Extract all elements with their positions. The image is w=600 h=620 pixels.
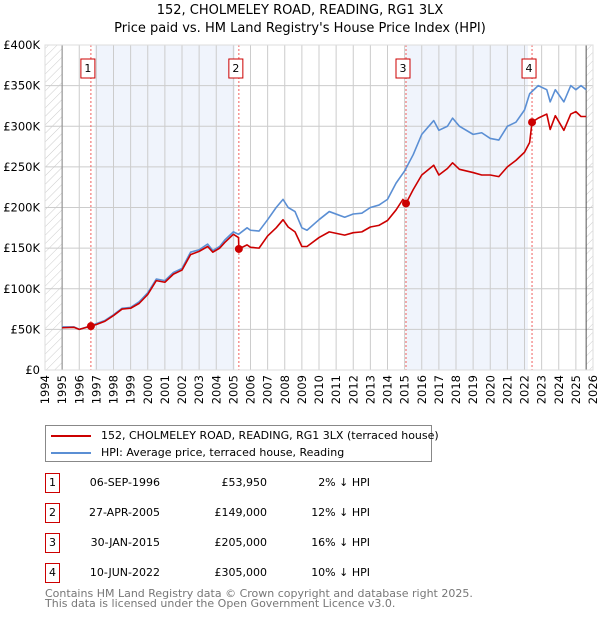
sale-label-box	[228, 58, 244, 79]
x-tick-label: 2010	[312, 375, 326, 404]
transaction-date: 10-JUN-2022	[89, 566, 160, 579]
transaction-row: 2 27-APR-2005 £149,000 12% ↓ HPI	[45, 503, 405, 523]
x-tick-label: 2013	[363, 375, 377, 404]
x-tick-label: 2022	[518, 375, 532, 404]
x-tick-label: 2004	[209, 375, 223, 404]
x-tick-label: 1994	[38, 375, 52, 404]
y-tick-label: £100K	[3, 282, 40, 296]
price-paid-line	[62, 110, 587, 331]
sale-label-number: 2	[232, 62, 239, 75]
chart-title: 152, CHOLMELEY ROAD, READING, RG1 3LX Pr…	[0, 2, 600, 38]
x-tick-label: 2021	[500, 375, 514, 404]
x-tick-label: 2014	[381, 375, 395, 404]
legend: 152, CHOLMELEY ROAD, READING, RG1 3LX (t…	[45, 425, 439, 462]
transaction-price: £305,000	[214, 566, 268, 579]
footer-copyright: Contains HM Land Registry data © Crown c…	[45, 587, 473, 600]
sale-label-number: 4	[526, 62, 533, 75]
y-tick-label: £250K	[3, 160, 40, 174]
price-chart: 1994 1995 1996 1997 1998 1999 2000 2001 2002 2003…	[3, 38, 600, 404]
plot-border	[44, 44, 594, 371]
x-tick-label: 2025	[569, 375, 583, 404]
sale-label-number: 3	[399, 62, 406, 75]
hpi-line	[62, 84, 587, 331]
x-tick-label: 2024	[552, 375, 566, 404]
legend-label: HPI: Average price, terraced house, Read…	[101, 446, 345, 459]
y-tick-label: £50K	[11, 322, 41, 336]
y-tick-label: £0	[25, 363, 40, 377]
x-tick-label: 1997	[89, 375, 103, 404]
sale-marker	[86, 322, 95, 331]
sale-label-box	[80, 58, 96, 79]
x-tick-label: 2000	[141, 375, 155, 404]
legend-line-blue	[51, 452, 91, 454]
sale-label-box	[395, 58, 411, 79]
x-tick-label: 1996	[72, 375, 86, 404]
x-tick-label: 2018	[449, 375, 463, 404]
transaction-hpi-diff: 2% ↓ HPI	[318, 476, 370, 489]
x-tick-label: 2026	[586, 375, 600, 404]
transaction-hpi-diff: 10% ↓ HPI	[311, 566, 370, 579]
x-tick-label: 2008	[278, 375, 292, 404]
footer: Contains HM Land Registry data © Crown c…	[45, 587, 473, 610]
x-tick-label: 2005	[226, 375, 240, 404]
x-tick-label: 2023	[535, 375, 549, 404]
x-tick-label: 2020	[483, 375, 497, 404]
x-tick-label: 2011	[329, 375, 343, 404]
sale-marker	[528, 118, 537, 127]
transaction-price: £53,950	[221, 476, 268, 489]
transaction-row: 4 10-JUN-2022 £305,000 10% ↓ HPI	[45, 563, 405, 583]
transaction-number-badge: 3	[45, 533, 60, 553]
x-tick-label: 2012	[346, 375, 360, 404]
transaction-date: 06-SEP-1996	[89, 476, 160, 489]
y-tick-label: £200K	[3, 201, 40, 215]
x-tick-label: 2019	[466, 375, 480, 404]
legend-label: 152, CHOLMELEY ROAD, READING, RG1 3LX (t…	[101, 429, 439, 442]
x-tick-label: 2015	[398, 375, 412, 404]
y-tick-label: £300K	[3, 119, 40, 133]
x-tick-label: 2009	[295, 375, 309, 404]
x-tick-label: 1998	[107, 375, 121, 404]
legend-line-red	[51, 435, 91, 437]
transaction-row: 1 06-SEP-1996 £53,950 2% ↓ HPI	[45, 473, 405, 493]
footer-licence: This data is licensed under the Open Gov…	[45, 597, 396, 610]
x-tick-label: 2001	[158, 375, 172, 404]
x-tick-label: 2006	[244, 375, 258, 404]
transaction-number-badge: 1	[45, 473, 60, 493]
transaction-hpi-diff: 16% ↓ HPI	[311, 536, 370, 549]
y-tick-label: £400K	[3, 38, 40, 52]
y-tick-label: £350K	[3, 79, 40, 93]
title-line-2: Price paid vs. HM Land Registry's House …	[114, 21, 486, 36]
x-tick-label: 2007	[261, 375, 275, 404]
transaction-number-badge: 2	[45, 503, 60, 523]
x-tick-label: 2017	[432, 375, 446, 404]
x-tick-label: 1995	[55, 375, 69, 404]
x-tick-label: 2002	[175, 375, 189, 404]
x-tick-label: 2016	[415, 375, 429, 404]
transaction-price: £149,000	[214, 506, 268, 519]
transaction-row: 3 30-JAN-2015 £205,000 16% ↓ HPI	[45, 533, 405, 553]
sale-label-number: 1	[84, 62, 91, 75]
sale-marker	[234, 244, 243, 253]
transaction-number-badge: 4	[45, 563, 60, 583]
x-tick-label: 1999	[124, 375, 138, 404]
y-tick-label: £150K	[3, 241, 40, 255]
transaction-price: £205,000	[214, 536, 268, 549]
transaction-date: 27-APR-2005	[88, 506, 160, 519]
sale-marker	[401, 199, 410, 208]
sale-label-box	[521, 58, 537, 79]
title-line-1: 152, CHOLMELEY ROAD, READING, RG1 3LX	[156, 3, 444, 18]
transaction-hpi-diff: 12% ↓ HPI	[311, 506, 370, 519]
x-tick-label: 2003	[192, 375, 206, 404]
transaction-date: 30-JAN-2015	[90, 536, 160, 549]
